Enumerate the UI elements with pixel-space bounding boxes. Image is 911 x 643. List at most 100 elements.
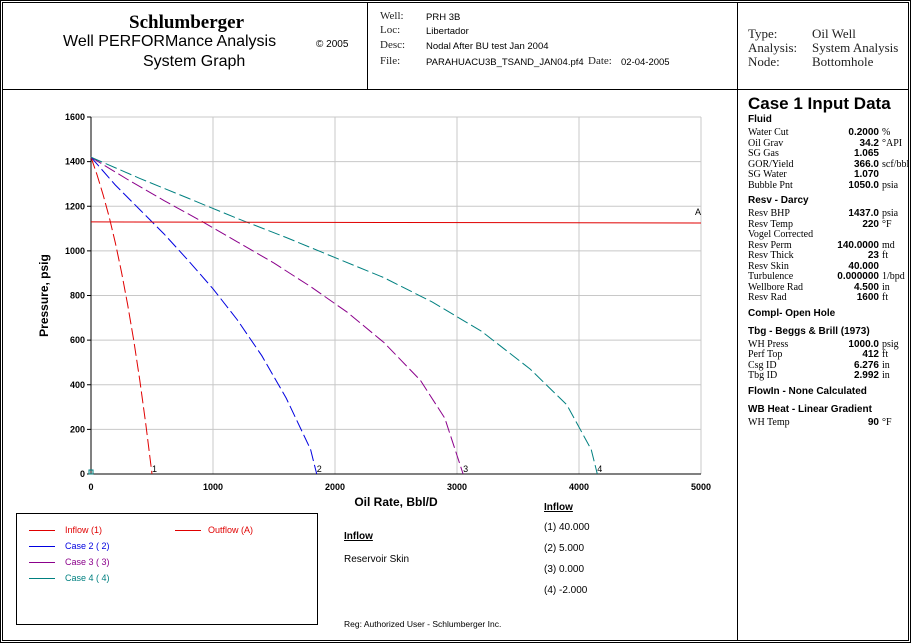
analysis-value: System Analysis — [812, 40, 899, 55]
series-line-5 — [90, 221, 702, 224]
fluid-value: 1.070 — [853, 169, 879, 180]
y-tick-label: 1600 — [65, 112, 85, 122]
inflow-header-2: Inflow — [544, 502, 573, 513]
y-tick-label: 200 — [70, 424, 85, 434]
series-end-label-1: 1 — [152, 464, 157, 474]
well-value: PRH 3B — [426, 12, 461, 23]
product-name: Well PERFORMance Analysis — [63, 33, 277, 50]
resv-value: 220 — [862, 218, 879, 230]
tbg-label: Tbg ID — [748, 370, 778, 381]
desc-value: Nodal After BU test Jan 2004 — [426, 41, 549, 52]
legend-line-1 — [29, 530, 55, 531]
tbg-value: 6.276 — [853, 359, 879, 371]
x-tick-label: 1000 — [203, 482, 223, 492]
legend-label-4: Case 4 ( 4) — [65, 573, 110, 583]
param-name: Reservoir Skin — [344, 554, 410, 565]
graph-title: System Graph — [143, 53, 246, 70]
compl-title: Compl- Open Hole — [748, 307, 836, 319]
node-value: Bottomhole — [812, 54, 874, 69]
tbg-label: WH Press — [748, 338, 789, 350]
x-tick-label: 3000 — [447, 482, 467, 492]
fluid-title: Fluid — [748, 114, 772, 125]
sidepanel-divider — [737, 3, 738, 640]
wb-value: 90 — [867, 416, 879, 428]
wb-label: WH Temp — [748, 416, 790, 428]
fluid-value: 366.0 — [853, 158, 879, 170]
series-end-label-5: A — [695, 207, 701, 217]
resv-label: Vogel Corrected — [748, 229, 814, 240]
type-label: Type: — [748, 26, 778, 41]
fluid-unit: °API — [882, 137, 903, 149]
legend-label-2: Case 2 ( 2) — [65, 541, 110, 551]
fluid-label: Oil Grav — [748, 137, 784, 149]
x-tick-label: 4000 — [569, 482, 589, 492]
node-label: Node: — [748, 54, 780, 69]
tbg-label: Perf Top — [748, 349, 783, 360]
resv-unit: °F — [882, 218, 892, 230]
company-name: Schlumberger — [129, 12, 245, 33]
system-graph-chart: 0 1000 2000 3000 4000 5000 0 200 400 600 800 1000 12… — [37, 112, 711, 509]
series-line-3 — [90, 156, 464, 475]
wb-unit: °F — [882, 416, 892, 428]
param-value: (1) 40.000 — [544, 522, 590, 533]
y-tick-label: 400 — [70, 380, 85, 390]
x-tick-label: 5000 — [691, 482, 711, 492]
header-divider-v1 — [367, 3, 368, 89]
y-tick-label: 1200 — [65, 201, 85, 211]
analysis-label: Analysis: — [748, 40, 798, 55]
resv-value: 40.000 — [848, 260, 879, 272]
param-value: (3) 0.000 — [544, 564, 585, 575]
tbg-value: 2.992 — [853, 370, 879, 381]
resv-value: 140.0000 — [837, 239, 879, 251]
resv-label: Resv Thick — [748, 250, 794, 261]
y-axis-label: Pressure, psig — [37, 254, 51, 337]
y-tick-label: 600 — [70, 335, 85, 345]
wb-title: WB Heat - Linear Gradient — [748, 403, 872, 415]
tbg-value: 412 — [862, 349, 879, 360]
fluid-label: Water Cut — [748, 127, 789, 138]
file-label: File: — [380, 55, 401, 67]
series-end-label-4: 4 — [597, 464, 602, 474]
param-value: (4) -2.000 — [544, 585, 588, 596]
tbg-label: Csg ID — [748, 359, 777, 371]
y-tick-label: 1000 — [65, 246, 85, 256]
fluid-value: 1.065 — [853, 148, 879, 159]
resv-unit: psia — [882, 208, 899, 219]
fluid-label: SG Water — [748, 169, 787, 180]
resv-value: 4.500 — [853, 281, 879, 293]
tbg-unit: ft — [882, 349, 889, 360]
legend-box — [16, 513, 318, 625]
resv-label: Wellbore Rad — [748, 281, 804, 293]
flowin-title: FlowIn - None Calculated — [748, 385, 867, 397]
desc-label: Desc: — [380, 39, 406, 51]
resv-value: 23 — [867, 250, 879, 261]
y-tick-label: 0 — [80, 469, 85, 479]
series-line-2 — [90, 156, 318, 475]
tbg-unit: in — [882, 359, 890, 371]
fluid-label: SG Gas — [748, 148, 779, 159]
resv-unit: ft — [882, 250, 889, 261]
inflow-header: Inflow — [344, 531, 373, 542]
resv-unit: ft — [882, 292, 889, 303]
fluid-label: Bubble Pnt — [748, 179, 793, 191]
legend-line-3 — [29, 562, 55, 563]
tbg-unit: psig — [882, 338, 899, 350]
resv-label: Turbulence — [748, 271, 794, 282]
resv-label: Resv Perm — [748, 239, 792, 251]
x-axis-label: Oil Rate, Bbl/D — [354, 495, 438, 509]
legend-line-2 — [29, 546, 55, 547]
header-divider — [3, 89, 908, 90]
resv-unit: 1/bpd — [882, 271, 905, 282]
origin-marker — [88, 469, 94, 475]
tbg-title: Tbg - Beggs & Brill (1973) — [748, 325, 870, 337]
legend-line-outflow — [175, 530, 201, 531]
x-tick-label: 2000 — [325, 482, 345, 492]
date-label: Date: — [588, 55, 612, 67]
resv-value: 1437.0 — [848, 208, 879, 219]
y-tick-label: 800 — [70, 291, 85, 301]
fluid-value: 34.2 — [859, 137, 879, 149]
type-value: Oil Well — [812, 26, 856, 41]
legend-line-4 — [29, 578, 55, 579]
x-tick-label: 0 — [88, 482, 93, 492]
